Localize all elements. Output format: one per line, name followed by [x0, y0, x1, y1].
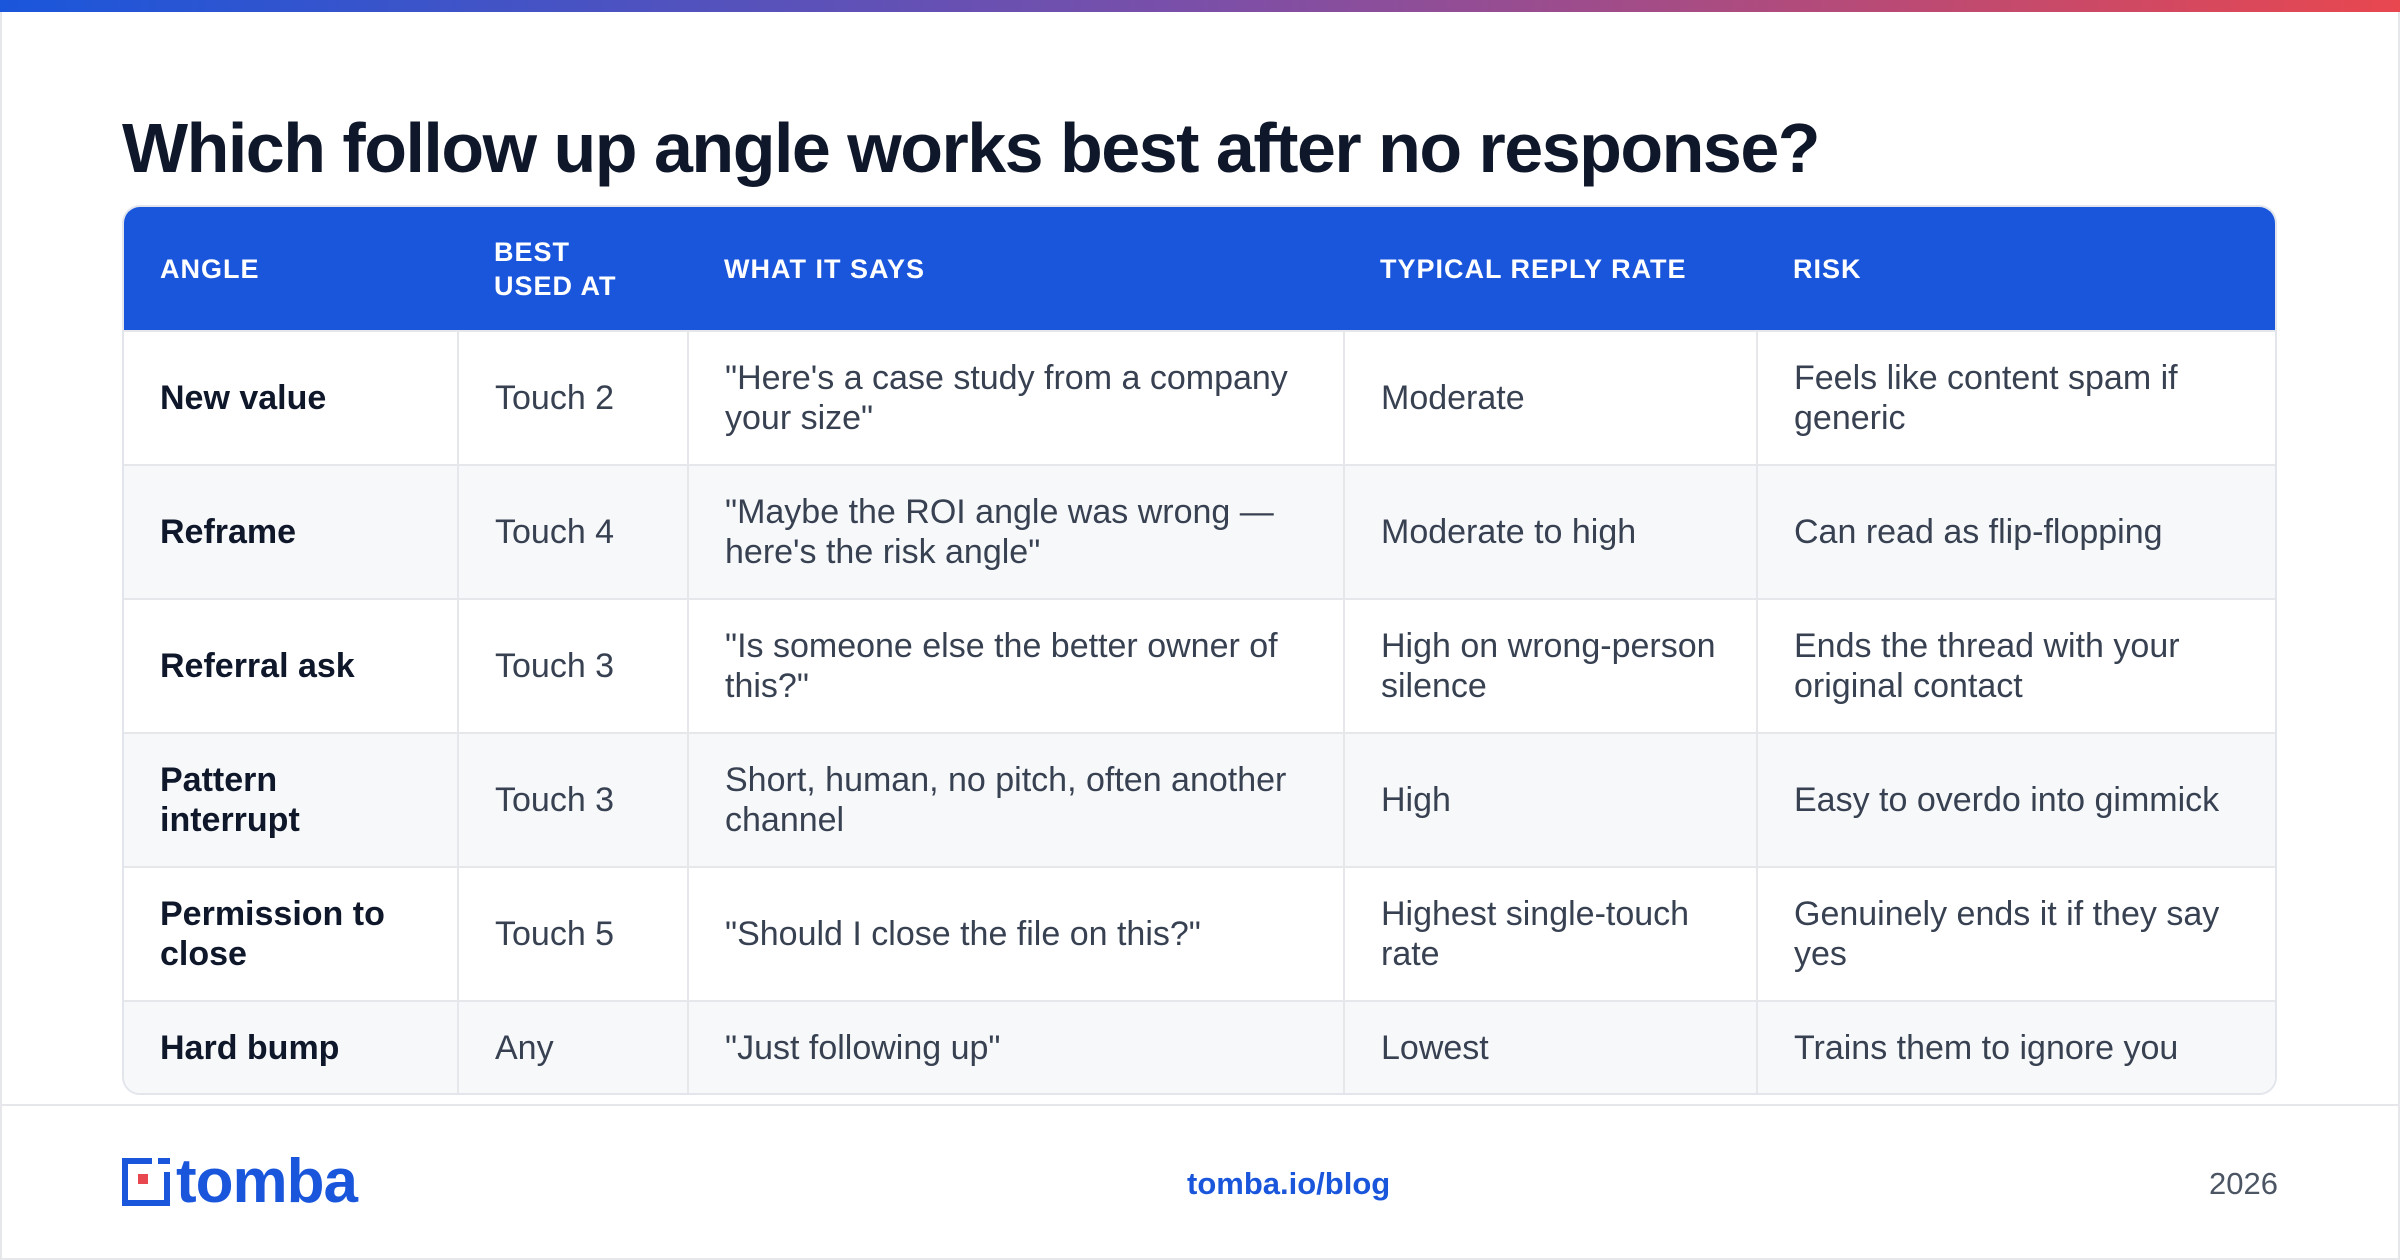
cell-risk: Genuinely ends it if they say yes	[1756, 866, 2275, 1001]
cell-best-used-at: Touch 3	[457, 598, 688, 733]
cell-risk: Ends the thread with your original conta…	[1756, 598, 2275, 733]
cell-angle: Permission to close	[124, 866, 458, 1001]
cell-best-used-at: Any	[457, 1000, 688, 1093]
header-typical-reply-rate: TYPICAL REPLY RATE	[1380, 253, 1687, 284]
table-row: Pattern interrupt Touch 3 Short, human, …	[124, 732, 2275, 867]
logo-wordmark: tomba	[176, 1147, 358, 1216]
cell-risk: Easy to overdo into gimmick	[1756, 732, 2275, 867]
cell-angle: Pattern interrupt	[124, 732, 458, 867]
cell-what-it-says: "Just following up"	[687, 1000, 1344, 1093]
cell-reply-rate: Moderate	[1343, 330, 1757, 465]
cell-what-it-says: "Should I close the file on this?"	[687, 866, 1344, 1001]
table-row: Reframe Touch 4 "Maybe the ROI angle was…	[124, 464, 2275, 599]
page-title: Which follow up angle works best after n…	[122, 109, 1821, 187]
page-frame	[0, 12, 2400, 1260]
cell-best-used-at: Touch 2	[457, 330, 688, 465]
cell-what-it-says: Short, human, no pitch, often another ch…	[687, 732, 1344, 867]
blog-link[interactable]: tomba.io/blog	[1187, 1166, 1391, 1201]
top-gradient-bar	[0, 0, 2400, 12]
cell-reply-rate: Moderate to high	[1343, 464, 1757, 599]
header-best-used-at: BEST USED AT	[494, 236, 617, 301]
cell-risk: Can read as flip-flopping	[1756, 464, 2275, 599]
cell-reply-rate: High	[1343, 732, 1757, 867]
header-what-it-says: WHAT IT SAYS	[724, 253, 926, 284]
footer-year: 2026	[2209, 1166, 2278, 1201]
comparison-table: ANGLE BEST USED AT WHAT IT SAYS TYPICAL …	[122, 205, 2277, 1095]
cell-risk: Trains them to ignore you	[1756, 1000, 2275, 1093]
cell-best-used-at: Touch 3	[457, 732, 688, 867]
cell-angle: New value	[124, 330, 458, 465]
cell-angle: Reframe	[124, 464, 458, 599]
header-risk: RISK	[1793, 253, 1862, 284]
cell-angle: Referral ask	[124, 598, 458, 733]
cell-reply-rate: Highest single-touch rate	[1343, 866, 1757, 1001]
cell-what-it-says: "Here's a case study from a company your…	[687, 330, 1344, 465]
table-row: Referral ask Touch 3 "Is someone else th…	[124, 598, 2275, 733]
tomba-logo: tomba	[122, 1147, 358, 1216]
cell-what-it-says: "Maybe the ROI angle was wrong — here's …	[687, 464, 1344, 599]
cell-what-it-says: "Is someone else the better owner of thi…	[687, 598, 1344, 733]
tomba-logo-icon	[122, 1158, 170, 1206]
cell-risk: Feels like content spam if generic	[1756, 330, 2275, 465]
cell-reply-rate: High on wrong-person silence	[1343, 598, 1757, 733]
table-row: Hard bump Any "Just following up" Lowest…	[124, 1000, 2275, 1093]
table-header-row: ANGLE BEST USED AT WHAT IT SAYS TYPICAL …	[124, 207, 2275, 331]
table-row: Permission to close Touch 5 "Should I cl…	[124, 866, 2275, 1001]
cell-angle: Hard bump	[124, 1000, 458, 1093]
table-row: New value Touch 2 "Here's a case study f…	[124, 330, 2275, 465]
cell-reply-rate: Lowest	[1343, 1000, 1757, 1093]
cell-best-used-at: Touch 5	[457, 866, 688, 1001]
footer-divider	[0, 1104, 2400, 1106]
header-angle: ANGLE	[160, 253, 260, 284]
cell-best-used-at: Touch 4	[457, 464, 688, 599]
